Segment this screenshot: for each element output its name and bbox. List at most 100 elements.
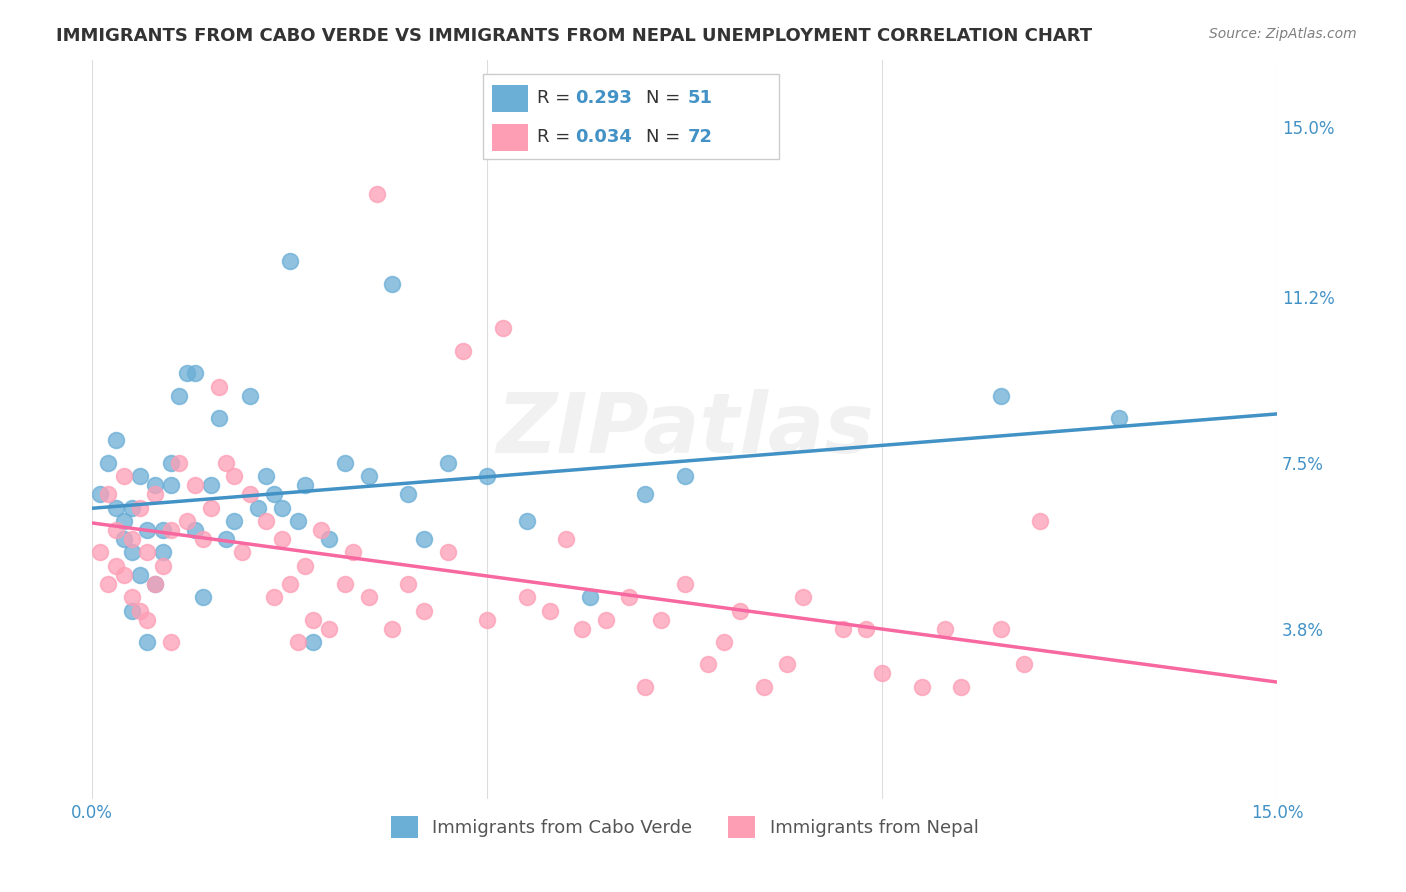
- Point: [224, 514, 246, 528]
- Point: [318, 622, 340, 636]
- Point: [145, 576, 167, 591]
- Point: [538, 604, 561, 618]
- Point: [1014, 657, 1036, 672]
- Point: [357, 469, 380, 483]
- Point: [634, 487, 657, 501]
- Point: [89, 545, 111, 559]
- Point: [167, 456, 190, 470]
- Point: [381, 277, 404, 291]
- Point: [911, 680, 934, 694]
- Point: [555, 532, 578, 546]
- Point: [934, 622, 956, 636]
- Point: [396, 576, 419, 591]
- Point: [191, 532, 214, 546]
- Point: [176, 514, 198, 528]
- Point: [128, 604, 150, 618]
- Point: [167, 389, 190, 403]
- Point: [254, 469, 277, 483]
- Legend: Immigrants from Cabo Verde, Immigrants from Nepal: Immigrants from Cabo Verde, Immigrants f…: [384, 809, 986, 846]
- Point: [516, 514, 538, 528]
- Point: [595, 613, 617, 627]
- Text: Source: ZipAtlas.com: Source: ZipAtlas.com: [1209, 27, 1357, 41]
- Point: [453, 343, 475, 358]
- Point: [97, 456, 120, 470]
- Point: [634, 680, 657, 694]
- Point: [145, 576, 167, 591]
- Point: [184, 366, 207, 380]
- Point: [145, 478, 167, 492]
- Point: [215, 456, 238, 470]
- Point: [121, 532, 143, 546]
- Point: [436, 456, 458, 470]
- Point: [160, 456, 183, 470]
- Point: [571, 622, 593, 636]
- Point: [136, 613, 159, 627]
- Point: [870, 666, 893, 681]
- Point: [990, 389, 1012, 403]
- Point: [278, 254, 301, 268]
- Point: [239, 389, 262, 403]
- Point: [950, 680, 973, 694]
- Point: [650, 613, 672, 627]
- Point: [200, 478, 222, 492]
- Point: [121, 591, 143, 605]
- Point: [287, 635, 309, 649]
- Point: [152, 558, 174, 573]
- Point: [152, 545, 174, 559]
- Point: [855, 622, 877, 636]
- Point: [200, 500, 222, 515]
- Text: IMMIGRANTS FROM CABO VERDE VS IMMIGRANTS FROM NEPAL UNEMPLOYMENT CORRELATION CHA: IMMIGRANTS FROM CABO VERDE VS IMMIGRANTS…: [56, 27, 1092, 45]
- Point: [121, 500, 143, 515]
- Point: [207, 379, 229, 393]
- Point: [176, 366, 198, 380]
- Point: [990, 622, 1012, 636]
- Text: ZIPatlas: ZIPatlas: [496, 389, 873, 470]
- Point: [97, 576, 120, 591]
- Point: [728, 604, 751, 618]
- Point: [673, 469, 696, 483]
- Point: [831, 622, 853, 636]
- Point: [160, 478, 183, 492]
- Point: [128, 567, 150, 582]
- Point: [318, 532, 340, 546]
- Point: [342, 545, 364, 559]
- Point: [128, 500, 150, 515]
- Point: [792, 591, 814, 605]
- Point: [160, 635, 183, 649]
- Point: [475, 469, 498, 483]
- Point: [239, 487, 262, 501]
- Point: [231, 545, 253, 559]
- Point: [311, 523, 333, 537]
- Point: [697, 657, 720, 672]
- Point: [263, 487, 285, 501]
- Point: [247, 500, 270, 515]
- Point: [333, 456, 356, 470]
- Point: [224, 469, 246, 483]
- Point: [333, 576, 356, 591]
- Point: [89, 487, 111, 501]
- Point: [270, 500, 292, 515]
- Point: [492, 321, 515, 335]
- Point: [366, 186, 388, 201]
- Point: [136, 635, 159, 649]
- Point: [160, 523, 183, 537]
- Point: [97, 487, 120, 501]
- Point: [294, 558, 316, 573]
- Point: [396, 487, 419, 501]
- Point: [112, 567, 135, 582]
- Point: [516, 591, 538, 605]
- Point: [263, 591, 285, 605]
- Point: [136, 545, 159, 559]
- Point: [776, 657, 799, 672]
- Point: [207, 411, 229, 425]
- Point: [752, 680, 775, 694]
- Point: [413, 604, 436, 618]
- Point: [713, 635, 735, 649]
- Point: [121, 604, 143, 618]
- Point: [619, 591, 641, 605]
- Point: [104, 558, 127, 573]
- Point: [112, 532, 135, 546]
- Point: [112, 514, 135, 528]
- Point: [294, 478, 316, 492]
- Point: [287, 514, 309, 528]
